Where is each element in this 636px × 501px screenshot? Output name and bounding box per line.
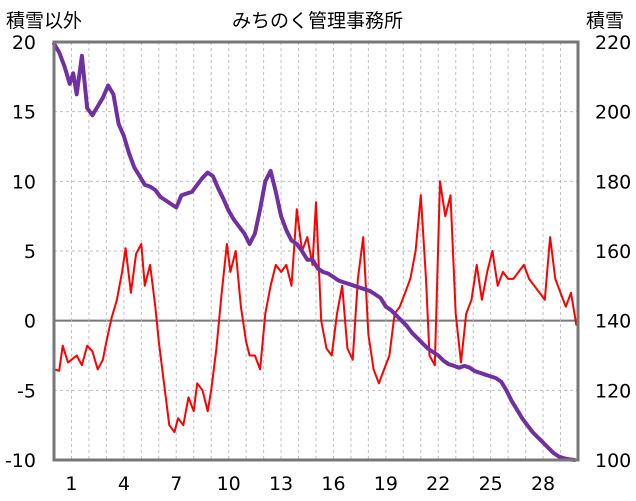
x-ticks: 1 4 7 10 13 16 19 22 25 28: [65, 473, 555, 495]
right-axis-title: 積雪: [586, 10, 625, 32]
x-tick-label: 28: [531, 473, 555, 495]
x-tick-label: 7: [170, 473, 182, 495]
plot-frame: [52, 40, 580, 462]
x-tick-label: 4: [118, 473, 130, 495]
y-left-tick-label: 20: [12, 32, 36, 54]
series-layer: [52, 41, 578, 462]
x-tick-label: 10: [217, 473, 241, 495]
y-right-tick-label: 220: [595, 32, 631, 54]
chart-title: みちのく管理事務所: [232, 10, 404, 32]
y-left-ticks: 20 15 10 5 0 -5 -10: [5, 32, 36, 472]
y-left-tick-label: 5: [24, 241, 36, 263]
x-tick-label: 22: [426, 473, 450, 495]
y-right-tick-label: 180: [595, 171, 631, 193]
y-left-tick-label: 10: [12, 171, 36, 193]
y-left-tick-label: -10: [5, 450, 36, 472]
y-right-tick-label: 100: [595, 450, 631, 472]
x-tick-label: 13: [269, 473, 293, 495]
y-right-tick-label: 140: [595, 311, 631, 333]
x-tick-label: 1: [65, 473, 77, 495]
x-tick-label: 19: [374, 473, 398, 495]
x-tick-label: 16: [321, 473, 345, 495]
x-tick-label: 25: [479, 473, 503, 495]
y-left-tick-label: 0: [24, 311, 36, 333]
other-series-line: [53, 180, 578, 434]
y-left-tick-label: -5: [17, 380, 36, 402]
y-right-tick-label: 200: [595, 102, 631, 124]
left-axis-title: 積雪以外: [6, 10, 83, 32]
y-left-tick-label: 15: [12, 102, 36, 124]
y-right-ticks: 220 200 180 160 140 120 100: [595, 32, 631, 472]
gridlines: [54, 41, 578, 461]
y-right-tick-label: 120: [595, 380, 631, 402]
snow-depth-series-line: [52, 41, 577, 462]
y-right-tick-label: 160: [595, 241, 631, 263]
